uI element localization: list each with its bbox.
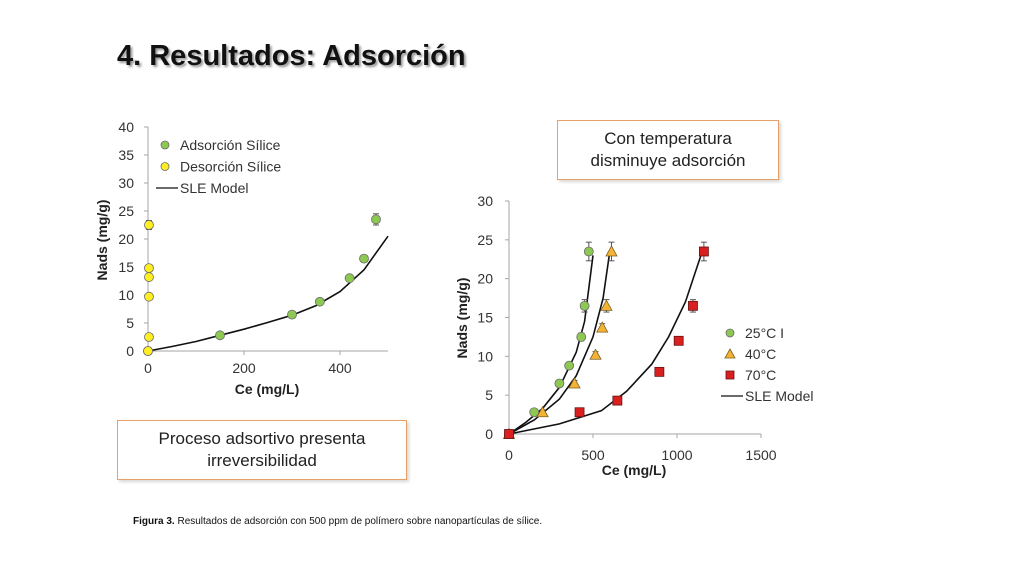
y-tick-label: 25 (118, 203, 134, 219)
data-point (143, 346, 153, 356)
data-point (673, 335, 684, 346)
y-tick-label: 5 (126, 315, 134, 331)
data-point (596, 321, 609, 333)
x-tick-label: 400 (328, 360, 352, 376)
y-tick-label: 10 (118, 287, 134, 303)
data-point (576, 332, 587, 342)
data-point (579, 300, 590, 311)
legend-label: SLE Model (180, 180, 248, 196)
y-tick-label: 30 (477, 193, 493, 209)
data-point (314, 296, 325, 307)
y-tick-label: 10 (477, 348, 493, 364)
y-tick-label: 15 (477, 310, 493, 326)
data-point (536, 405, 549, 418)
data-point (371, 214, 381, 225)
data-point (612, 395, 623, 406)
data-point (144, 291, 154, 302)
sle-model-curve (147, 235, 389, 352)
legend-label: 40°C (745, 346, 776, 362)
y-tick-label: 30 (118, 175, 134, 191)
legend-marker (724, 348, 736, 359)
x-tick-label: 0 (505, 447, 513, 463)
callout-irreversibility: Proceso adsortivo presenta irreversibili… (117, 420, 407, 480)
data-point (568, 377, 581, 389)
data-point (688, 300, 698, 311)
callout-temperature: Con temperatura disminuye adsorción (557, 120, 779, 180)
legend-label: 25°C I (745, 325, 784, 341)
x-tick-label: 0 (144, 360, 152, 376)
callout-temperature-line-1: Con temperatura (604, 129, 732, 148)
callout-irreversibility-line-2: irreversibilidad (207, 451, 317, 470)
legend-label: Adsorción Sílice (180, 137, 281, 153)
data-point (564, 360, 575, 371)
data-point (529, 407, 540, 418)
sle-model-curve (508, 255, 594, 435)
y-tick-label: 20 (477, 271, 493, 287)
y-tick-label: 0 (126, 343, 134, 359)
y-axis-label: Nads (mg/g) (454, 278, 470, 359)
data-point (215, 330, 225, 341)
caption-text: Resultados de adsorción con 500 ppm de p… (174, 516, 543, 527)
legend-label: Desorción Sílice (180, 159, 281, 175)
data-point (600, 299, 613, 311)
callout-irreversibility-line-1: Proceso adsortivo presenta (158, 429, 366, 448)
x-tick-label: 200 (232, 360, 256, 376)
y-tick-label: 40 (118, 119, 134, 135)
legend-label: 70°C (745, 367, 776, 383)
data-point (344, 273, 355, 284)
x-tick-label: 1500 (745, 447, 776, 463)
data-point (144, 220, 154, 230)
data-point (589, 348, 602, 360)
data-point (144, 263, 154, 274)
x-axis-label: Ce (mg/L) (602, 462, 667, 478)
x-tick-label: 500 (581, 447, 605, 463)
y-tick-label: 0 (485, 426, 493, 442)
data-point (654, 366, 665, 377)
y-tick-label: 35 (118, 147, 134, 163)
sle-model-curve (508, 251, 703, 435)
data-point (574, 407, 585, 418)
y-tick-label: 25 (477, 232, 493, 248)
data-point (698, 246, 709, 257)
x-axis-label: Ce (mg/L) (235, 381, 300, 397)
legend-marker (160, 140, 170, 150)
caption-label: Figura 3. (133, 516, 175, 527)
y-tick-label: 5 (485, 387, 493, 403)
data-point (144, 332, 154, 342)
data-point (605, 245, 618, 257)
y-axis-label: Nads (mg/g) (94, 200, 110, 281)
data-point (583, 246, 594, 257)
y-tick-label: 20 (118, 231, 134, 247)
figure-caption: Figura 3. Resultados de adsorción con 50… (133, 516, 542, 527)
x-tick-label: 1000 (661, 447, 692, 463)
callout-temperature-line-2: disminuye adsorción (590, 151, 746, 170)
legend-label: SLE Model (745, 388, 813, 404)
page-title: 4. Resultados: Adsorción (117, 40, 466, 72)
legend-marker (160, 162, 170, 171)
y-tick-label: 15 (118, 259, 134, 275)
data-point (554, 378, 565, 389)
data-point (359, 253, 369, 264)
data-point (504, 429, 514, 439)
legend-marker (725, 328, 735, 338)
legend-marker (725, 370, 735, 380)
data-point (287, 309, 297, 320)
sle-model-curve (508, 251, 611, 435)
